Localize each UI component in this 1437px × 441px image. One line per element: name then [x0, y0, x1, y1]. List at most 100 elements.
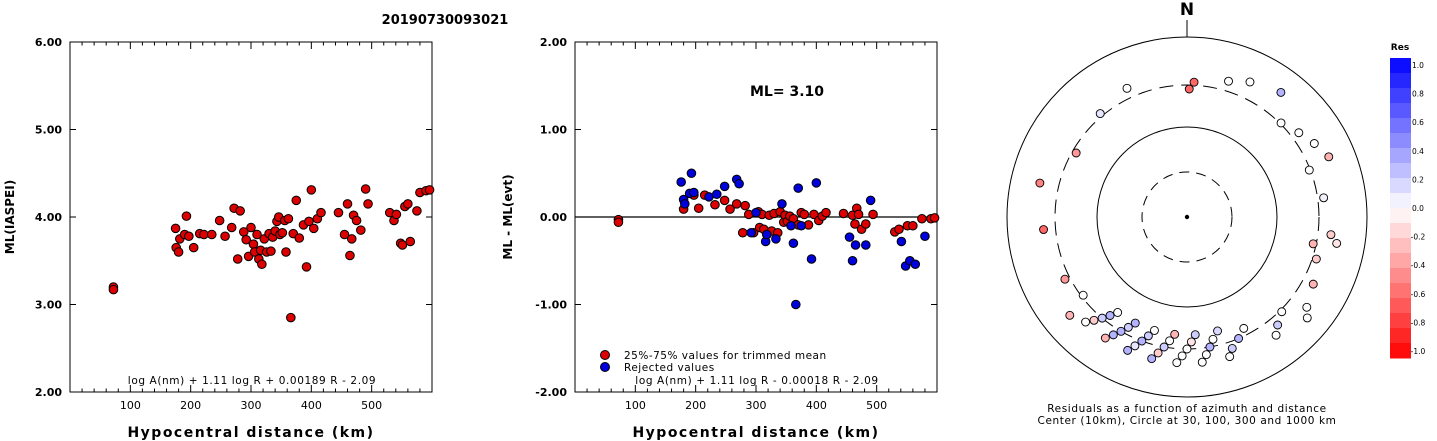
data-point — [412, 206, 422, 216]
station-point — [1143, 331, 1153, 341]
data-point — [170, 223, 181, 234]
station-point — [1095, 109, 1105, 119]
station-point — [1078, 290, 1088, 300]
data-point — [306, 185, 317, 195]
north-label: N — [1180, 0, 1194, 20]
polar-caption-line2: Center (10km), Circle at 30, 100, 300 an… — [1038, 415, 1337, 427]
data-point — [333, 207, 344, 218]
station-point — [1273, 320, 1283, 330]
station-point — [1271, 330, 1281, 340]
data-point — [360, 184, 371, 194]
station-point — [1276, 118, 1286, 128]
data-point — [345, 250, 355, 261]
y-tick-label: 5.00 — [35, 124, 62, 137]
left-x-axis-label: Hypocentral distance (km) — [127, 425, 374, 441]
data-point — [339, 229, 350, 240]
data-point — [731, 199, 742, 209]
data-point — [844, 232, 855, 242]
data-point — [793, 183, 804, 193]
data-point — [252, 229, 262, 240]
station-point — [1172, 358, 1182, 368]
station-point — [1177, 351, 1187, 361]
data-point — [220, 231, 230, 242]
colorbar-band — [1390, 193, 1411, 209]
circle-30km — [1141, 171, 1233, 263]
colorbar-tick-label: 0.0 — [1412, 204, 1424, 213]
station-point — [1123, 322, 1133, 332]
colorbar-tick-label: -0.2 — [1411, 233, 1426, 242]
left-x-ticks: 100 200 300 400 500 — [81, 42, 421, 412]
data-point — [277, 227, 288, 238]
data-point — [917, 213, 927, 224]
colorbar-ticks: 1.0 0.8 0.6 0.4 0.2 0.0 -0.2 -0.4 -0.6 -0.8 -1.0 — [1411, 61, 1426, 356]
data-point — [363, 199, 373, 209]
station-point — [1097, 313, 1107, 323]
ml-value-annotation: ML= 3.10 — [750, 84, 824, 100]
data-point — [734, 178, 744, 189]
station-point — [1116, 326, 1126, 336]
data-point — [838, 208, 849, 219]
colorbar-band — [1390, 133, 1411, 149]
station-point — [1332, 238, 1342, 248]
middle-x-axis-label: Hypocentral distance (km) — [632, 425, 879, 441]
colorbar-tick-label: 0.6 — [1412, 118, 1424, 127]
data-point — [283, 213, 294, 224]
data-point — [257, 259, 267, 270]
colorbar-band — [1390, 148, 1411, 164]
station-point — [1089, 315, 1099, 325]
station-point — [1105, 311, 1115, 320]
station-point — [1113, 308, 1123, 317]
station-point — [1309, 139, 1319, 148]
left-plot-frame — [69, 41, 433, 393]
x-tick-label: 100 — [120, 399, 141, 412]
data-point — [346, 234, 357, 244]
data-point — [613, 217, 624, 228]
station-point — [1239, 323, 1249, 333]
station-point — [1184, 84, 1194, 94]
colorbar-tick-label: 0.2 — [1412, 175, 1424, 184]
colorbar-tick-label: 0.8 — [1412, 90, 1424, 99]
data-point — [821, 207, 831, 218]
data-point — [235, 206, 245, 216]
data-point — [342, 199, 353, 209]
station-point — [1150, 325, 1159, 335]
legend-rejected-marker — [600, 362, 610, 372]
data-point — [308, 223, 319, 234]
data-point — [811, 178, 822, 188]
station-point — [1213, 326, 1222, 336]
data-point — [737, 227, 748, 238]
residual-vs-distance-chart: -2.00 -1.00 0.00 1.00 2.00 100 200 300 400 500 M… — [501, 36, 940, 441]
legend-trimmed-mean-marker — [600, 350, 610, 360]
data-point — [356, 225, 366, 235]
colorbar-band — [1390, 253, 1411, 269]
colorbar-band — [1390, 343, 1411, 359]
legend-trimmed-mean-label: 25%-75% values for trimmed mean — [624, 350, 827, 362]
data-point — [910, 259, 921, 270]
data-point — [850, 219, 860, 229]
x-tick-label: 500 — [361, 399, 382, 412]
colorbar-band — [1390, 103, 1411, 119]
middle-data-points — [613, 168, 940, 310]
station-point — [1123, 345, 1133, 355]
station-point — [1304, 165, 1314, 175]
station-point — [1208, 334, 1218, 344]
station-point — [1205, 342, 1215, 352]
data-point — [894, 224, 904, 235]
left-y-ticks: 2.00 3.00 4.00 5.00 6.00 — [35, 36, 432, 399]
data-point — [771, 234, 781, 244]
x-tick-label: 100 — [625, 399, 646, 412]
x-tick-label: 500 — [866, 399, 887, 412]
station-point — [1165, 336, 1175, 346]
data-point — [184, 231, 194, 242]
station-point — [1308, 239, 1318, 249]
data-point — [847, 255, 858, 266]
y-tick-label: 3.00 — [35, 299, 62, 312]
data-point — [791, 299, 801, 310]
middle-y-axis-label: ML - ML(evt) — [501, 174, 515, 259]
station-point — [1319, 193, 1329, 203]
colorbar-band — [1390, 238, 1411, 254]
y-tick-label: -2.00 — [535, 386, 567, 399]
station-point — [1147, 354, 1157, 364]
data-point — [232, 254, 243, 264]
